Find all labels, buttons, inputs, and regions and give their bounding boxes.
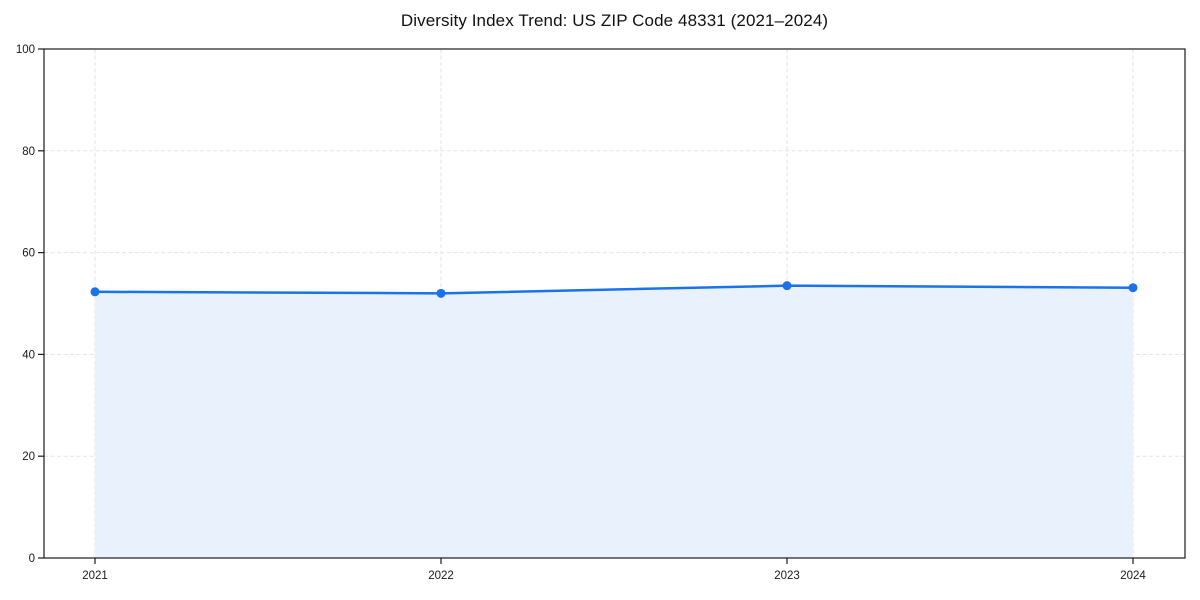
y-axis-tick-label: 20 [22, 451, 35, 463]
data-point-marker [1128, 283, 1138, 293]
x-axis-tick-label: 2024 [1120, 570, 1146, 582]
chart-title: Diversity Index Trend: US ZIP Code 48331… [400, 11, 829, 30]
y-axis-tick-label: 40 [22, 349, 35, 361]
area-fill [95, 285, 1133, 558]
data-point-marker [90, 287, 100, 297]
x-axis-tick-label: 2023 [774, 570, 800, 582]
plot-border [43, 48, 1186, 559]
x-axis-tick-label: 2022 [428, 570, 454, 582]
y-axis-tick-label: 100 [16, 44, 35, 56]
y-axis-tick-label: 0 [29, 553, 35, 565]
data-point-marker [782, 281, 792, 291]
y-axis-tick-label: 80 [22, 146, 35, 158]
x-axis-tick-label: 2021 [82, 570, 108, 582]
data-point-marker [436, 288, 446, 298]
trend-line [93, 284, 1135, 295]
y-axis-tick-label: 60 [22, 248, 35, 260]
